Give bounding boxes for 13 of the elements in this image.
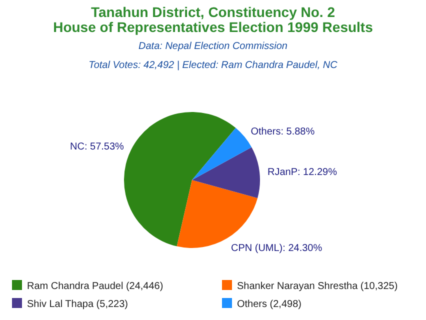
pie-slice: [192, 147, 260, 198]
legend-label: Others (2,498): [237, 299, 302, 310]
chart-title: Tanahun District, Constituency No. 2 House of Representatives Election 1999 Results: [53, 4, 374, 35]
legend-label: Shanker Narayan Shrestha (10,325): [237, 281, 398, 292]
data-label: Others: 5.88%: [250, 126, 315, 138]
text: Total Votes: 42,492 | Elected: Ram Chandra Paudel, NC: [88, 60, 338, 71]
chart-subtitle: Data: Nepal Election Commission: [138, 41, 288, 52]
pie-slice: [192, 128, 252, 180]
data-label: CPN (UML): 24.30%: [230, 242, 322, 254]
legend-label: Shiv Lal Thapa (5,223): [27, 299, 128, 310]
data-label: RJanP: 12.29%: [267, 166, 338, 178]
data-label: NC: 57.53%: [70, 141, 124, 152]
legend-label: Ram Chandra Paudel (24,446): [27, 281, 164, 292]
